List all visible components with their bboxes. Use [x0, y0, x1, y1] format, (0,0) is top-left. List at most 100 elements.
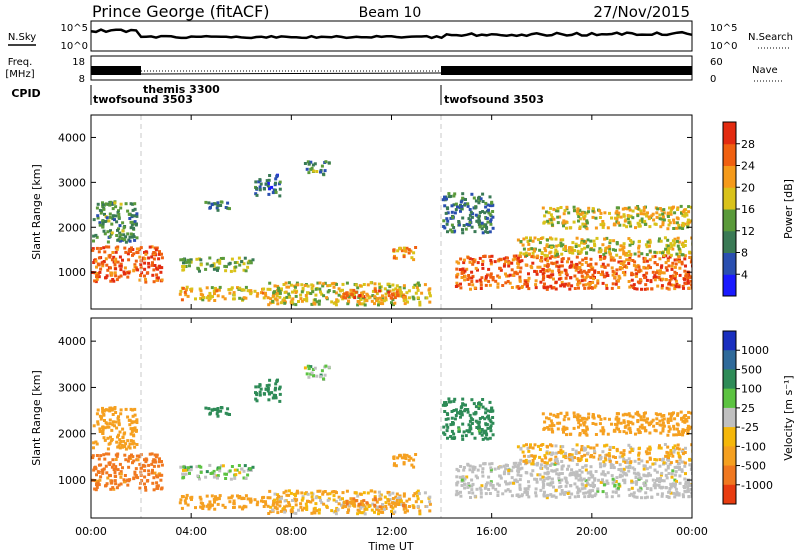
cpid-segment-1: twofsound 3503 — [93, 93, 193, 106]
power-echo-region — [92, 200, 139, 244]
velocity-echo-region — [441, 397, 495, 441]
power-echo-region — [441, 192, 495, 235]
velocity-colorbar-tick-5: -100 — [741, 440, 766, 453]
velocity-echo-region — [303, 364, 331, 381]
velocity-colorbar-tick-3: 25 — [741, 402, 755, 415]
noise-left-tick-bottom: 10^0 — [61, 41, 88, 52]
velocity-colorbar-swatch — [723, 350, 736, 370]
velocity-echo-region — [454, 461, 692, 500]
velocity-colorbar: 1000 500 100 25 -25 -100 -500 -1000 Velocity [m… — [722, 330, 795, 505]
velocity-echo-region — [178, 493, 280, 511]
velocity-echo-region — [516, 443, 692, 465]
freq-label-2: [MHz] — [5, 69, 34, 80]
velocity-echo-region — [342, 496, 407, 509]
cpid-strip: CPID twofsound 3503 themis 3300 twofsoun… — [11, 83, 544, 106]
velocity-ytick-3: 4000 — [58, 335, 86, 348]
power-colorbar-swatch — [723, 165, 736, 188]
velocity-echo-region — [92, 406, 139, 451]
power-colorbar-tick-1: 8 — [741, 247, 748, 260]
x-tick-0: 00:00 — [75, 525, 107, 538]
velocity-panel: 1000 2000 3000 4000 Slant Range [km] — [30, 317, 693, 519]
power-colorbar-swatch — [723, 252, 736, 275]
beam-label: Beam 10 — [359, 5, 422, 21]
power-echo-region — [179, 256, 255, 273]
velocity-colorbar-tick-7: -1000 — [741, 479, 773, 492]
power-colorbar-tick-3: 16 — [741, 203, 755, 216]
velocity-echo-region — [204, 406, 231, 418]
nave-block-1 — [91, 66, 141, 75]
velocity-ytick-1: 2000 — [58, 428, 86, 441]
velocity-colorbar-swatch — [723, 427, 736, 447]
cpid-segment-3: twofsound 3503 — [444, 93, 544, 106]
noise-left-tick-top: 10^5 — [61, 23, 88, 34]
power-colorbar-tick-6: 28 — [741, 138, 755, 151]
velocity-echo-region — [254, 378, 282, 403]
power-echo-region — [178, 285, 280, 302]
velocity-colorbar-tick-1: 500 — [741, 363, 762, 376]
power-colorbar-tick-0: 4 — [741, 268, 748, 281]
noise-right-tick-bottom: 10^0 — [710, 41, 737, 52]
x-tick-4: 16:00 — [476, 525, 508, 538]
power-colorbar-tick-5: 24 — [741, 160, 755, 173]
power-echo-region — [516, 236, 692, 258]
power-colorbar-tick-4: 20 — [741, 181, 755, 194]
power-echo-region — [541, 204, 692, 231]
power-colorbar-label: Power [dB] — [782, 179, 795, 239]
power-colorbar-swatch — [723, 230, 736, 253]
nave-label: Nave — [752, 65, 778, 76]
cpid-label: CPID — [11, 87, 40, 100]
power-echo-region — [342, 288, 407, 300]
velocity-colorbar-swatch — [723, 331, 736, 351]
power-ytick-2: 3000 — [58, 176, 86, 189]
x-tick-6: 00:00 — [676, 525, 708, 538]
velocity-colorbar-swatch — [723, 369, 736, 390]
velocity-ylabel: Slant Range [km] — [30, 370, 43, 466]
velocity-colorbar-swatch — [723, 446, 736, 467]
freq-tick-bottom: 8 — [79, 74, 85, 85]
velocity-echo-region — [392, 453, 418, 469]
nave-tick-bottom: 0 — [710, 74, 716, 85]
nave-block-2 — [441, 66, 692, 75]
freq-label-1: Freq. — [8, 57, 33, 68]
power-echo-region — [303, 160, 331, 177]
noise-panel: N.Sky 10^5 10^0 10^5 10^0 N.Search — [8, 20, 793, 52]
power-ytick-1: 2000 — [58, 221, 86, 234]
x-tick-1: 04:00 — [175, 525, 207, 538]
x-tick-2: 08:00 — [275, 525, 307, 538]
x-tick-5: 20:00 — [576, 525, 608, 538]
noise-trace — [90, 28, 693, 40]
date-label: 27/Nov/2015 — [593, 3, 690, 21]
nave-tick-top: 60 — [710, 57, 723, 68]
velocity-ytick-0: 1000 — [58, 474, 86, 487]
noise-left-label: N.Sky — [8, 32, 36, 43]
power-echo-region — [204, 200, 231, 212]
power-colorbar-swatch — [723, 143, 736, 166]
velocity-colorbar-swatch — [723, 484, 736, 505]
x-axis-title: Time UT — [367, 540, 413, 553]
power-echo-region — [392, 246, 418, 262]
velocity-colorbar-swatch — [723, 407, 736, 428]
noise-right-tick-top: 10^5 — [710, 23, 737, 34]
velocity-colorbar-label: Velocity [m s⁻¹] — [782, 375, 795, 460]
power-ylabel: Slant Range [km] — [30, 164, 43, 260]
power-colorbar-swatch — [723, 274, 736, 297]
power-ytick-3: 4000 — [58, 131, 86, 144]
velocity-colorbar-tick-2: 100 — [741, 383, 762, 396]
power-colorbar-swatch — [723, 209, 736, 232]
power-colorbar-swatch — [723, 187, 736, 210]
velocity-colorbar-tick-0: 1000 — [741, 344, 769, 357]
power-colorbar-swatch — [723, 122, 736, 145]
power-colorbar: 4 8 12 16 20 24 28 Power [dB] — [722, 121, 795, 297]
noise-right-label: N.Search — [748, 32, 793, 43]
power-echo-region — [91, 245, 164, 284]
velocity-echo-region — [91, 452, 164, 492]
x-axis: 00:00 04:00 08:00 12:00 16:00 20:00 00:00 — [75, 115, 708, 538]
velocity-colorbar-tick-6: -500 — [741, 460, 766, 473]
velocity-echo-region — [541, 410, 692, 437]
velocity-colorbar-tick-4: -25 — [741, 421, 759, 434]
power-ytick-0: 1000 — [58, 266, 86, 279]
velocity-echo-region — [179, 463, 255, 481]
freq-tick-top: 18 — [72, 57, 85, 68]
